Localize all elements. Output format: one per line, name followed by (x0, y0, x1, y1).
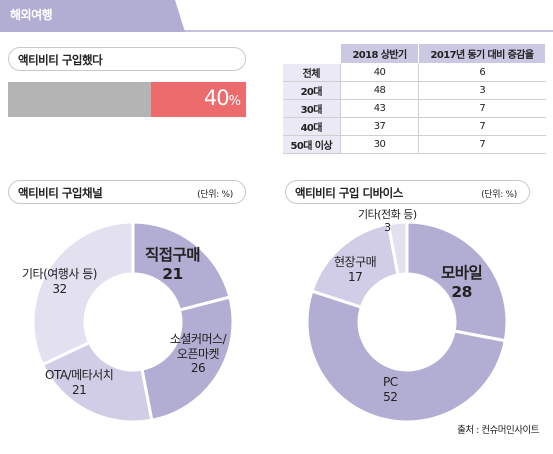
channel-label-ota: OTA/메타서치 21 (45, 368, 114, 397)
channel-label-other: 기타(여행사 등) 32 (22, 267, 97, 296)
table-cell: 30대 (282, 99, 341, 118)
table-cell: 50대 이상 (282, 135, 341, 154)
device-label-onsite-name: 현장구매 (334, 255, 377, 269)
table-row: 30대 43 7 (282, 99, 546, 118)
table-cell: 전체 (282, 63, 341, 82)
table-cell: 37 (340, 117, 419, 136)
activity-purchase-title-text: 액티비티 구입했다 (18, 53, 103, 67)
channel-chart-unit: (단위: %) (197, 190, 233, 200)
channel-chart-title-text: 액티비티 구입채널 (18, 186, 103, 200)
channel-chart-title: 액티비티 구입채널 (단위: %) (8, 180, 246, 204)
header-band-shape (0, 0, 553, 32)
device-label-mobile-value: 28 (451, 282, 472, 301)
table-header-change: 2017년 동기 대비 증감율 (418, 43, 546, 64)
device-label-onsite: 현장구매 17 (334, 255, 377, 284)
device-label-pc-value: 52 (383, 389, 398, 404)
table-row: 50대 이상 30 7 (282, 135, 546, 154)
channel-label-direct-name: 직접구매 (145, 246, 201, 264)
table-cell: 40 (340, 63, 419, 82)
table-cell: 30 (340, 135, 419, 154)
table-row: 40대 37 7 (282, 117, 546, 136)
device-label-other: 기타(전화 등) 3 (358, 208, 417, 235)
device-chart-title-text: 액티비티 구입 디바이스 (295, 186, 403, 200)
channel-label-other-value: 32 (52, 281, 67, 296)
device-chart-title: 액티비티 구입 디바이스 (단위: %) (285, 180, 530, 204)
table-row: 전체 40 6 (282, 63, 546, 82)
device-label-pc-name: PC (383, 375, 398, 389)
section-header: 해외여행 (0, 0, 553, 32)
device-label-pc: PC 52 (383, 375, 398, 404)
channel-slice-3 (31, 220, 135, 367)
device-label-onsite-value: 17 (347, 269, 363, 284)
table-header-2018: 2018 상반기 (340, 43, 419, 64)
device-slice-3 (386, 220, 409, 277)
device-label-mobile-name: 모바일 (441, 264, 483, 282)
device-slice-1 (305, 289, 507, 424)
channel-slice-2 (40, 340, 154, 424)
channel-label-ota-name: OTA/메타서치 (45, 368, 114, 382)
table-cell: 40대 (282, 117, 341, 136)
channel-slice-1 (140, 295, 235, 422)
channel-label-direct-value: 21 (162, 264, 183, 283)
channel-label-social-name: 소셜커머스/오픈마켓 (169, 332, 227, 361)
table-cell: 7 (418, 99, 546, 118)
device-label-other-name: 기타(전화 등) (358, 208, 417, 221)
bar-fill (150, 82, 246, 117)
channel-label-direct: 직접구매 21 (145, 246, 201, 283)
bar-value: 40 (203, 86, 230, 110)
table-cell: 7 (418, 135, 546, 154)
activity-purchase-title: 액티비티 구입했다 (8, 47, 246, 71)
device-slice-0 (405, 220, 509, 343)
table-cell: 7 (418, 117, 546, 136)
stats-table: 2018 상반기 2017년 동기 대비 증감율 전체 40 6 20대 48 … (282, 43, 546, 154)
table-cell: 20대 (282, 81, 341, 100)
table-header-corner (282, 43, 341, 64)
table-header-row: 2018 상반기 2017년 동기 대비 증감율 (282, 43, 546, 64)
device-chart-unit: (단위: %) (481, 190, 517, 200)
source-note: 출처 : 컨슈머인사이트 (457, 425, 539, 436)
device-label-other-value: 3 (384, 221, 391, 235)
section-title: 해외여행 (10, 8, 53, 22)
channel-slice-0 (131, 220, 232, 312)
channel-label-social: 소셜커머스/오픈마켓 26 (165, 332, 231, 376)
device-label-mobile: 모바일 28 (441, 264, 483, 301)
channel-label-ota-value: 21 (71, 382, 87, 397)
table-cell: 43 (340, 99, 419, 118)
channel-label-other-name: 기타(여행사 등) (22, 267, 97, 281)
channel-label-social-value: 26 (190, 361, 206, 376)
table-row: 20대 48 3 (282, 81, 546, 100)
activity-purchase-bar: 40% (8, 82, 246, 117)
table-cell: 6 (418, 63, 546, 82)
bar-unit: % (228, 94, 241, 109)
bar-value-label: 40% (203, 86, 241, 110)
table-cell: 48 (340, 81, 419, 100)
table-cell: 3 (418, 81, 546, 100)
